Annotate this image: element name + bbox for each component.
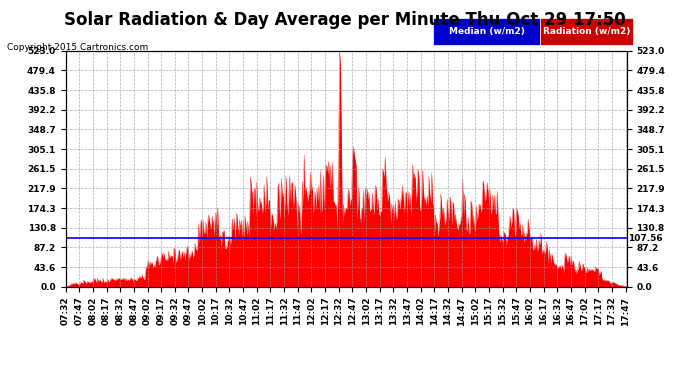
Text: Median (w/m2): Median (w/m2) (449, 27, 524, 36)
Text: Solar Radiation & Day Average per Minute Thu Oct 29 17:50: Solar Radiation & Day Average per Minute… (64, 11, 626, 29)
Text: 107.56: 107.56 (628, 234, 662, 243)
Text: Radiation (w/m2): Radiation (w/m2) (543, 27, 631, 36)
Text: Copyright 2015 Cartronics.com: Copyright 2015 Cartronics.com (7, 43, 148, 52)
